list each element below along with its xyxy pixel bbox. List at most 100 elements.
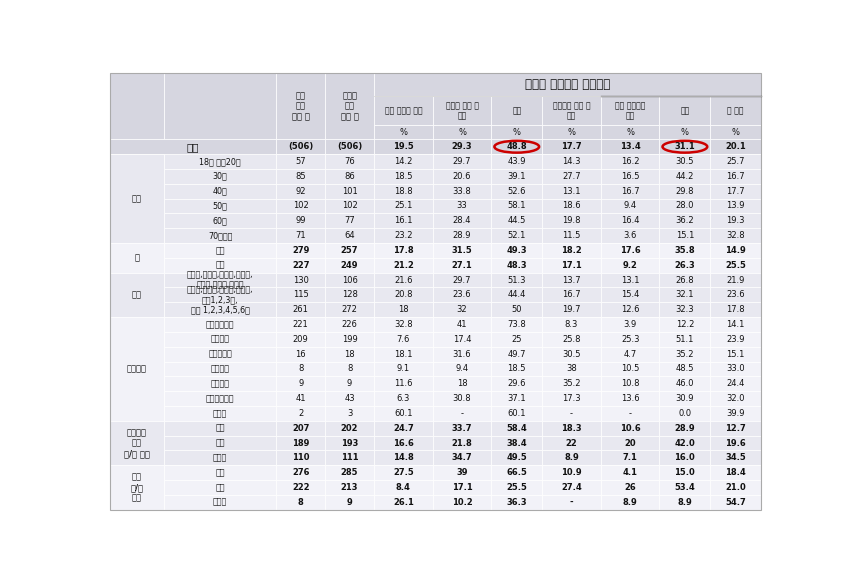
Text: 8.9: 8.9 <box>623 498 638 507</box>
Text: 김경일 파주시장 직무평가: 김경일 파주시장 직무평가 <box>525 78 610 91</box>
Bar <box>164 436 276 451</box>
Text: 106: 106 <box>342 276 358 284</box>
Text: 49.3: 49.3 <box>507 246 527 255</box>
Bar <box>491 198 542 213</box>
Text: 13.1: 13.1 <box>562 187 581 196</box>
Bar <box>542 169 601 183</box>
Bar <box>110 169 164 183</box>
Bar <box>326 302 374 317</box>
Text: 85: 85 <box>296 172 306 181</box>
Bar <box>164 421 276 436</box>
Bar <box>374 213 433 228</box>
Text: 33.0: 33.0 <box>727 365 745 373</box>
Bar <box>110 183 164 198</box>
Text: 20.8: 20.8 <box>394 290 412 299</box>
Text: 잘못하고 있는 편
이다: 잘못하고 있는 편 이다 <box>552 101 590 121</box>
Text: 19.3: 19.3 <box>727 216 745 225</box>
Text: 32.8: 32.8 <box>727 231 745 240</box>
Bar <box>601 273 660 287</box>
Text: 272: 272 <box>342 305 358 314</box>
Bar <box>164 273 276 287</box>
Bar <box>660 495 711 509</box>
Bar <box>491 139 542 154</box>
Text: 51.1: 51.1 <box>676 335 694 344</box>
Bar <box>660 125 711 139</box>
Text: 30.5: 30.5 <box>676 157 694 166</box>
Text: 30.8: 30.8 <box>453 394 472 403</box>
Text: 21.9: 21.9 <box>727 276 745 284</box>
Bar <box>326 73 374 139</box>
Text: 기타정당: 기타정당 <box>211 379 230 388</box>
Text: -: - <box>461 409 463 418</box>
Text: 202: 202 <box>341 424 359 433</box>
Text: 3.9: 3.9 <box>624 320 637 329</box>
Text: %: % <box>400 128 407 137</box>
Bar <box>711 421 761 436</box>
Text: 3: 3 <box>347 409 352 418</box>
Text: 9.4: 9.4 <box>624 201 637 211</box>
Text: 32.1: 32.1 <box>676 290 694 299</box>
Bar <box>164 495 276 509</box>
Bar <box>276 391 326 406</box>
Bar <box>542 436 601 451</box>
Text: 41: 41 <box>296 394 306 403</box>
Bar <box>164 317 276 332</box>
Bar <box>374 169 433 183</box>
Text: 18.4: 18.4 <box>725 468 746 477</box>
Bar <box>491 228 542 243</box>
Text: 49.7: 49.7 <box>507 350 526 359</box>
Text: 42.0: 42.0 <box>675 439 695 448</box>
Text: 43: 43 <box>344 394 355 403</box>
Text: 29.7: 29.7 <box>453 157 471 166</box>
Text: 파주시청
이전
찬/반 여부: 파주시청 이전 찬/반 여부 <box>124 428 150 458</box>
Text: 50: 50 <box>512 305 522 314</box>
Bar <box>601 243 660 258</box>
Bar <box>711 347 761 362</box>
Bar <box>374 495 433 509</box>
Bar <box>374 243 433 258</box>
Bar <box>601 198 660 213</box>
Text: 20: 20 <box>625 439 636 448</box>
Bar <box>433 287 491 302</box>
Text: 27.7: 27.7 <box>562 172 581 181</box>
Bar <box>542 125 601 139</box>
Text: 193: 193 <box>341 439 359 448</box>
Text: 9: 9 <box>347 498 353 507</box>
Text: 86: 86 <box>344 172 355 181</box>
Bar <box>326 480 374 495</box>
Text: 찬성: 찬성 <box>215 424 225 433</box>
Bar <box>164 347 276 362</box>
Bar <box>433 154 491 169</box>
Bar <box>276 183 326 198</box>
Text: 성: 성 <box>134 253 139 263</box>
Text: 탄핵
찬/반
여부: 탄핵 찬/반 여부 <box>131 473 144 503</box>
Text: 가중값
적용
사례 수: 가중값 적용 사례 수 <box>341 91 359 121</box>
Bar <box>660 347 711 362</box>
Bar <box>164 73 276 139</box>
Bar <box>326 169 374 183</box>
Text: 12.2: 12.2 <box>676 320 694 329</box>
Text: 207: 207 <box>292 424 309 433</box>
Text: 99: 99 <box>296 216 306 225</box>
Text: 70세이상: 70세이상 <box>208 231 232 240</box>
Text: %: % <box>732 128 740 137</box>
Text: 20.1: 20.1 <box>725 142 746 151</box>
Text: 128: 128 <box>342 290 358 299</box>
Text: 15.4: 15.4 <box>621 290 639 299</box>
Bar <box>374 465 433 480</box>
Bar <box>110 362 164 376</box>
Text: 25.1: 25.1 <box>394 201 412 211</box>
Bar <box>164 480 276 495</box>
Text: 17.1: 17.1 <box>451 483 473 492</box>
Bar <box>276 376 326 391</box>
Text: 111: 111 <box>341 454 359 462</box>
Bar <box>164 154 276 169</box>
Bar <box>433 228 491 243</box>
Bar <box>491 169 542 183</box>
Text: %: % <box>626 128 634 137</box>
Text: 36.2: 36.2 <box>676 216 694 225</box>
Text: 54.7: 54.7 <box>725 498 746 507</box>
Text: 운정 1,2,3,4,5,6동: 운정 1,2,3,4,5,6동 <box>190 305 250 314</box>
Bar <box>601 183 660 198</box>
Text: 226: 226 <box>342 320 358 329</box>
